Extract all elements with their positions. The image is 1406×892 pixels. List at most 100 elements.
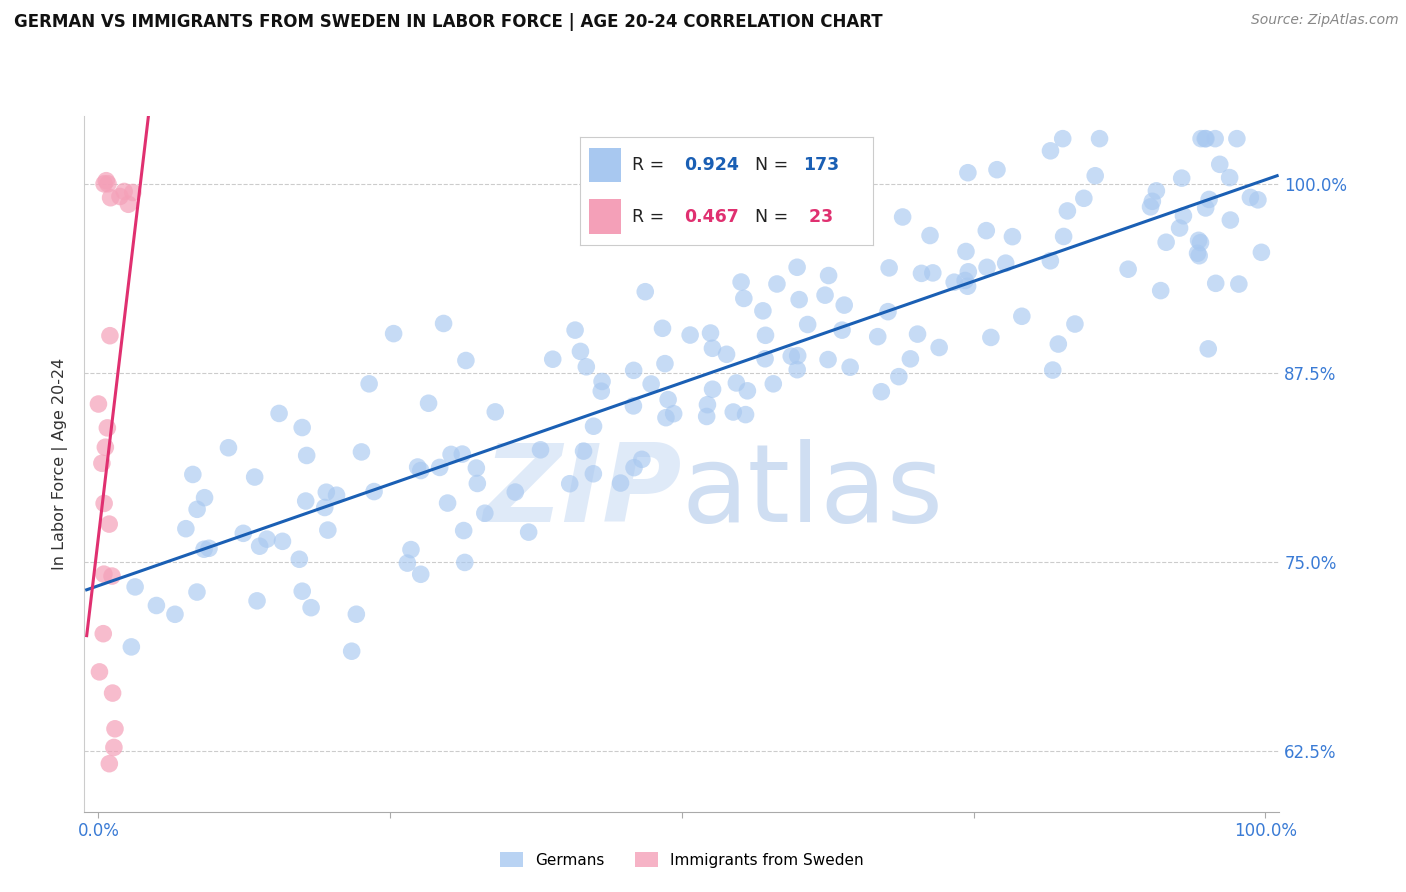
Point [780, 349, 803, 363]
Point [1052, 131, 1074, 145]
Point [93, 177, 115, 191]
Y-axis label: In Labor Force | Age 20-24: In Labor Force | Age 20-24 [52, 358, 67, 570]
Point [503, 485, 526, 500]
Point [243, 470, 266, 484]
Point [1047, 337, 1070, 351]
Point [517, 525, 540, 540]
Point [716, 347, 738, 361]
Point [246, 594, 269, 608]
Text: GERMAN VS IMMIGRANTS FROM SWEDEN IN LABOR FORCE | AGE 20-24 CORRELATION CHART: GERMAN VS IMMIGRANTS FROM SWEDEN IN LABO… [14, 13, 883, 31]
Point [465, 461, 488, 475]
Point [314, 500, 336, 515]
Point [640, 376, 662, 391]
Point [1039, 144, 1062, 158]
Point [1042, 363, 1064, 377]
Text: R =: R = [631, 156, 664, 174]
Point [1194, 131, 1216, 145]
Point [98, 328, 121, 343]
Point [1226, 131, 1249, 145]
Point [654, 357, 676, 371]
Point [679, 328, 702, 343]
Point [702, 382, 724, 396]
Point [1052, 229, 1074, 244]
Point [1144, 184, 1167, 198]
Point [1142, 194, 1164, 209]
Point [591, 375, 613, 389]
Point [406, 460, 429, 475]
Text: 23: 23 [803, 208, 832, 226]
Point [93, 567, 115, 582]
Point [249, 539, 271, 553]
Point [696, 409, 718, 424]
Bar [589, 200, 621, 234]
Point [814, 288, 837, 302]
Point [723, 405, 745, 419]
Point [454, 556, 477, 570]
Point [957, 265, 980, 279]
Point [1084, 169, 1107, 183]
Point [976, 260, 998, 275]
Point [1204, 131, 1226, 145]
Text: 0.924: 0.924 [685, 156, 740, 174]
Point [1247, 193, 1270, 207]
Point [699, 326, 721, 340]
Point [432, 317, 454, 331]
Point [294, 494, 316, 508]
Point [101, 686, 124, 700]
Point [429, 460, 451, 475]
Point [474, 506, 496, 520]
Point [344, 607, 367, 622]
Point [1239, 190, 1261, 204]
Point [1154, 235, 1177, 250]
Point [662, 407, 685, 421]
Point [271, 534, 294, 549]
Point [193, 542, 215, 557]
Point [1197, 342, 1219, 356]
Point [1116, 262, 1139, 277]
Point [299, 600, 322, 615]
Point [467, 476, 489, 491]
Point [174, 522, 197, 536]
Point [943, 275, 966, 289]
Point [382, 326, 405, 341]
Point [103, 740, 125, 755]
Point [787, 293, 810, 307]
Point [623, 399, 645, 413]
Point [1227, 277, 1250, 291]
Bar [589, 147, 621, 182]
Point [754, 351, 776, 366]
Point [1198, 193, 1220, 207]
Point [1195, 201, 1218, 215]
Point [1168, 221, 1191, 235]
Point [974, 224, 997, 238]
Point [955, 244, 977, 259]
Point [529, 442, 551, 457]
Legend: Germans, Immigrants from Sweden: Germans, Immigrants from Sweden [494, 846, 870, 873]
Text: Source: ZipAtlas.com: Source: ZipAtlas.com [1251, 13, 1399, 28]
Point [696, 398, 718, 412]
Point [752, 303, 775, 318]
Point [1064, 317, 1087, 331]
Point [1189, 235, 1212, 250]
Point [877, 304, 900, 318]
Point [877, 260, 900, 275]
Point [409, 464, 432, 478]
Point [766, 277, 789, 291]
Point [582, 467, 605, 481]
Point [396, 556, 419, 570]
Point [921, 266, 943, 280]
Point [910, 266, 932, 280]
Point [655, 410, 678, 425]
Point [1187, 246, 1209, 260]
Point [870, 384, 893, 399]
Point [887, 369, 910, 384]
Point [121, 186, 143, 200]
Point [609, 476, 631, 491]
Point [90, 456, 112, 470]
Text: R =: R = [631, 208, 664, 226]
Point [98, 756, 121, 771]
Point [1088, 131, 1111, 145]
Point [657, 392, 679, 407]
Point [737, 384, 759, 398]
Point [1189, 131, 1212, 145]
